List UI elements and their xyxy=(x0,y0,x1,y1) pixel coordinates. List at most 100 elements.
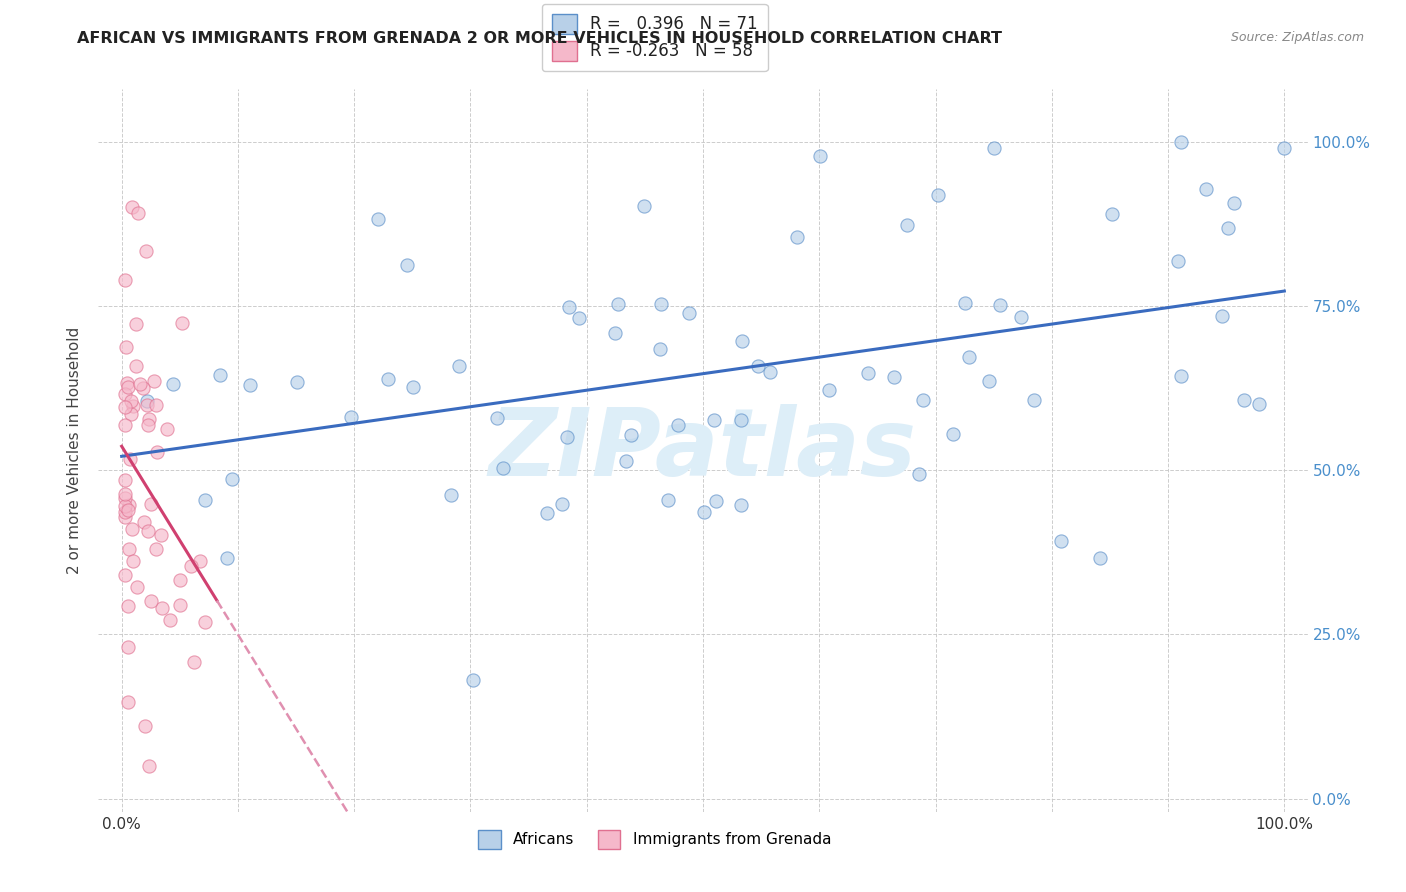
Point xyxy=(135,244,157,258)
Point xyxy=(120,394,142,409)
Point xyxy=(1272,141,1295,155)
Legend: Africans, Immigrants from Grenada: Africans, Immigrants from Grenada xyxy=(472,824,838,855)
Point xyxy=(159,613,181,627)
Point xyxy=(117,599,139,614)
Point xyxy=(114,474,136,488)
Point xyxy=(183,655,205,669)
Point xyxy=(1167,253,1189,268)
Point xyxy=(145,541,167,556)
Point xyxy=(633,199,655,213)
Point xyxy=(114,339,136,353)
Point xyxy=(114,487,136,501)
Point xyxy=(117,640,139,654)
Point xyxy=(114,510,136,524)
Point xyxy=(657,492,679,507)
Point xyxy=(114,491,136,506)
Point xyxy=(1211,309,1233,323)
Point xyxy=(568,310,591,325)
Point xyxy=(1222,195,1244,210)
Point xyxy=(169,574,191,588)
Point xyxy=(135,394,157,409)
Point xyxy=(883,370,905,384)
Point xyxy=(606,297,628,311)
Point xyxy=(818,383,841,397)
Point xyxy=(614,453,637,467)
Point xyxy=(759,365,782,379)
Point xyxy=(339,410,361,425)
Point xyxy=(136,418,159,433)
Point xyxy=(492,460,515,475)
Point xyxy=(927,188,949,202)
Point xyxy=(117,498,139,512)
Point xyxy=(693,505,716,519)
Point xyxy=(121,522,143,536)
Y-axis label: 2 or more Vehicles in Household: 2 or more Vehicles in Household xyxy=(67,326,83,574)
Point xyxy=(808,149,831,163)
Point xyxy=(138,412,160,426)
Point xyxy=(121,201,143,215)
Point xyxy=(114,417,136,432)
Text: Source: ZipAtlas.com: Source: ZipAtlas.com xyxy=(1230,31,1364,45)
Point xyxy=(138,758,160,772)
Point xyxy=(1049,533,1071,548)
Point xyxy=(551,497,574,511)
Text: ZIPatlas: ZIPatlas xyxy=(489,404,917,497)
Point xyxy=(239,378,262,392)
Point xyxy=(911,393,934,408)
Point xyxy=(141,497,163,511)
Point xyxy=(142,374,165,388)
Point xyxy=(114,500,136,514)
Point xyxy=(129,377,152,392)
Point xyxy=(162,377,184,392)
Point xyxy=(1010,310,1032,324)
Point xyxy=(134,719,156,733)
Point xyxy=(942,426,965,441)
Point xyxy=(957,350,980,364)
Point xyxy=(620,427,643,442)
Point xyxy=(117,503,139,517)
Point xyxy=(1233,392,1256,407)
Point xyxy=(1195,181,1218,195)
Point xyxy=(1101,207,1123,221)
Point xyxy=(1022,392,1045,407)
Point xyxy=(953,295,976,310)
Point xyxy=(114,505,136,519)
Point xyxy=(121,399,143,413)
Point xyxy=(730,498,752,512)
Point xyxy=(117,695,139,709)
Point xyxy=(136,524,159,538)
Point xyxy=(536,507,558,521)
Point xyxy=(132,515,155,529)
Point xyxy=(747,359,769,373)
Point xyxy=(908,467,931,481)
Point xyxy=(666,418,689,433)
Point xyxy=(118,541,141,556)
Point xyxy=(150,601,173,615)
Point xyxy=(172,316,194,330)
Point xyxy=(449,359,471,373)
Point xyxy=(215,550,238,565)
Point xyxy=(704,494,727,508)
Point xyxy=(285,375,308,389)
Point xyxy=(139,593,162,607)
Point xyxy=(786,229,808,244)
Point xyxy=(169,598,191,612)
Point xyxy=(377,372,399,386)
Point xyxy=(121,553,143,567)
Point xyxy=(114,400,136,414)
Point xyxy=(149,528,172,542)
Point xyxy=(648,343,671,357)
Point xyxy=(194,615,217,629)
Point xyxy=(605,326,627,340)
Point xyxy=(145,445,167,459)
Point xyxy=(988,298,1011,312)
Point xyxy=(114,273,136,287)
Point xyxy=(463,673,485,688)
Point xyxy=(194,493,217,508)
Point xyxy=(209,368,232,383)
Point xyxy=(221,472,243,486)
Point xyxy=(180,558,202,573)
Point xyxy=(117,380,139,394)
Point xyxy=(731,334,754,348)
Point xyxy=(125,318,148,332)
